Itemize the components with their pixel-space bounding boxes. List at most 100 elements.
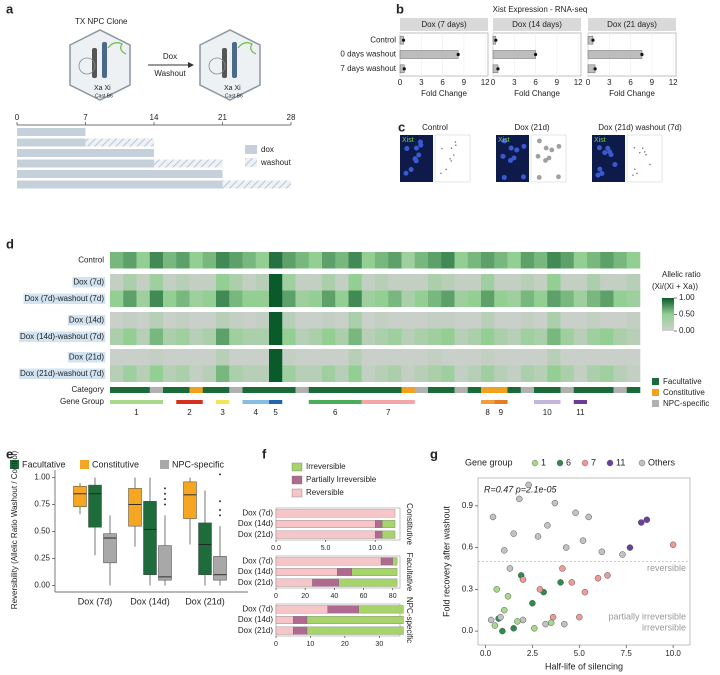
heatmap-cell — [110, 290, 124, 307]
heatmap-cell — [269, 290, 283, 307]
xist-spot — [641, 147, 644, 150]
legend-label: Irreversible — [306, 462, 346, 471]
heatmap-cell — [388, 365, 402, 382]
heatmap-cell — [189, 365, 204, 382]
legend-label: 6 — [566, 457, 571, 467]
heatmap-cell — [401, 290, 416, 307]
facet-title: Constitutive — [405, 503, 414, 545]
heatmap-cell — [163, 274, 177, 291]
heatmap-cell — [467, 349, 482, 366]
x-tick-label: 12 — [669, 78, 678, 87]
legend-label: 11 — [616, 457, 625, 467]
legend-marker — [581, 459, 589, 467]
heatmap-cell — [295, 290, 310, 307]
category-cell — [335, 387, 349, 393]
category-cell — [573, 387, 588, 393]
heatmap-cell — [202, 312, 217, 329]
x-tick-label: 40 — [330, 593, 338, 600]
strain-label: Cast B6 — [225, 93, 243, 99]
category-cell — [507, 387, 522, 393]
category-cell — [547, 387, 561, 393]
heatmap-cell — [375, 349, 389, 366]
bar-segment — [306, 616, 404, 624]
x-tick-label: 0 — [491, 78, 496, 87]
point — [544, 522, 551, 529]
heatmap-cell — [110, 312, 124, 329]
point — [557, 579, 564, 586]
point — [643, 516, 651, 523]
category-cell — [560, 387, 575, 393]
gene-group-label: 11 — [576, 408, 585, 417]
heatmap-cell — [481, 349, 495, 366]
washout-bar — [222, 180, 291, 189]
heatmap-cell — [269, 312, 283, 329]
xist-spot — [543, 145, 549, 151]
category-cell — [587, 387, 601, 393]
xist-spot — [634, 168, 636, 170]
heatmap-cell — [361, 365, 376, 382]
heatmap-cell — [295, 252, 310, 269]
outlier — [164, 492, 166, 495]
dox-bar — [17, 149, 154, 157]
heatmap-cell — [110, 349, 124, 366]
point — [534, 533, 542, 540]
bar-segment — [351, 568, 398, 576]
heatmap-cell — [401, 328, 416, 345]
heatmap-cell — [560, 365, 575, 382]
outlier — [164, 487, 166, 490]
heatmap-cell — [216, 312, 230, 329]
y-tick-label: 0.6 — [462, 543, 474, 552]
schematic-title: TX NPC Clone — [75, 17, 128, 26]
heatmap-cell — [587, 365, 601, 382]
heatmap-cell — [481, 328, 495, 345]
heatmap-cell — [587, 252, 601, 269]
heatmap-cell — [613, 290, 628, 307]
facet-title: Dox (14 days) — [512, 20, 562, 29]
heatmap-cell — [202, 274, 217, 291]
heatmap-cell — [481, 365, 495, 382]
bar — [587, 50, 643, 59]
heatmap-cell — [189, 290, 204, 307]
x-tick-label: 0 — [398, 78, 403, 87]
panel-label: g — [430, 446, 438, 461]
nucleus — [412, 156, 418, 162]
heatmap-cell — [613, 312, 628, 329]
facet-title: NPC-specific — [405, 597, 414, 643]
dox-bar — [17, 159, 154, 168]
heatmap-cell — [388, 290, 402, 307]
gene-group-label: 10 — [543, 408, 552, 417]
x-tick-label: 5.0 — [574, 649, 586, 658]
category-cell — [600, 387, 614, 393]
heatmap-cell — [401, 349, 416, 366]
heatmap-cell — [414, 312, 429, 329]
heatmap-cell — [229, 274, 243, 291]
heatmap-cell — [255, 290, 270, 307]
xist-spot — [636, 172, 638, 175]
heatmap-cell — [587, 274, 601, 291]
annotation: R=0.47 p=2.1e-05 — [484, 484, 558, 494]
heatmap-cell — [626, 365, 641, 382]
point — [519, 576, 527, 583]
heatmap-cell — [454, 365, 469, 382]
facet-strip — [400, 18, 488, 31]
legend-marker — [531, 459, 539, 467]
heatmap-cell — [176, 290, 190, 307]
colorbar-tick-label: 1.00 — [679, 293, 695, 302]
heatmap-cell — [560, 312, 575, 329]
row-label: Dox (21d) — [69, 352, 104, 361]
heatmap-cell — [202, 365, 217, 382]
point — [626, 544, 634, 551]
heatmap-cell — [414, 252, 429, 269]
y-tick-label: Dox (14d) — [238, 519, 273, 528]
point — [559, 565, 566, 572]
legend-swatch — [245, 158, 257, 167]
heatmap-cell — [428, 312, 442, 329]
heatmap-cell — [322, 312, 336, 329]
outlier — [164, 498, 166, 501]
heatmap-cell — [308, 349, 323, 366]
heatmap-cell — [626, 312, 641, 329]
box — [183, 481, 197, 519]
heatmap-cell — [136, 290, 151, 307]
heatmap-cell — [388, 349, 402, 366]
facet-strip — [493, 18, 581, 31]
